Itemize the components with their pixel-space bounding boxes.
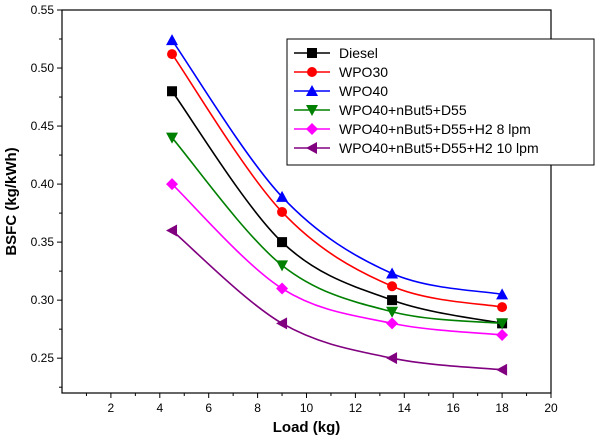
data-point <box>166 132 179 144</box>
series-line <box>171 53 503 308</box>
data-point <box>167 86 178 97</box>
legend-label: WPO40+nBut5+D55+H2 10 lpm <box>339 140 539 156</box>
x-tick-label: 16 <box>447 401 461 415</box>
data-point <box>496 328 509 341</box>
series-1 <box>167 49 508 313</box>
series-line <box>171 90 503 325</box>
legend-swatch-marker <box>307 67 317 77</box>
legend-item-3: WPO40+nBut5+D55 <box>294 102 467 118</box>
y-tick-label: 0.55 <box>31 3 55 17</box>
y-tick-label: 0.40 <box>31 177 55 191</box>
data-point <box>387 295 398 306</box>
series-3 <box>166 132 509 330</box>
data-point <box>276 260 289 272</box>
legend-label: WPO40+nBut5+D55 <box>339 102 467 118</box>
x-tick-label: 10 <box>300 401 314 415</box>
data-point <box>496 288 509 300</box>
x-axis-title: Load (kg) <box>273 419 341 436</box>
series-line <box>171 183 503 336</box>
legend-swatch-marker <box>307 48 317 58</box>
x-tick-label: 8 <box>254 401 261 415</box>
legend-item-2: WPO40 <box>294 83 388 99</box>
legend-item-5: WPO40+nBut5+D55+H2 10 lpm <box>294 140 539 156</box>
data-point <box>386 306 399 318</box>
data-point <box>386 267 399 279</box>
series-4 <box>166 178 509 341</box>
data-point <box>276 190 289 202</box>
series-5 <box>166 224 508 376</box>
x-tick-label: 2 <box>108 401 115 415</box>
legend-swatch-marker <box>306 142 317 154</box>
y-tick-label: 0.30 <box>31 293 55 307</box>
data-point <box>386 317 399 330</box>
legend-label: WPO40+nBut5+D55+H2 8 lpm <box>339 121 531 137</box>
x-tick-label: 4 <box>156 401 163 415</box>
legend-swatch-marker <box>306 123 318 135</box>
series-line <box>171 39 503 296</box>
data-point <box>167 49 178 60</box>
legend-swatch-marker <box>306 105 318 116</box>
legend-label: WPO40 <box>339 83 388 99</box>
x-tick-label: 12 <box>349 401 363 415</box>
x-tick-label: 6 <box>205 401 212 415</box>
axes: 2 4 6 8 10 12 14 16 18 20 0.25 0.30 0.35 0.40 0.45 0.50… <box>31 3 558 415</box>
series-2 <box>166 34 509 300</box>
y-tick-label: 0.50 <box>31 61 55 75</box>
legend-swatch-marker <box>306 85 318 96</box>
y-tick-label: 0.35 <box>31 235 55 249</box>
series-line <box>171 137 503 325</box>
x-tick-label: 18 <box>495 401 509 415</box>
y-axis-title: BSFC (kg/kWh) <box>3 147 20 255</box>
data-point <box>166 178 179 191</box>
y-tick-label: 0.25 <box>31 351 55 365</box>
data-point <box>496 318 509 330</box>
legend-item-1: WPO30 <box>294 64 388 80</box>
data-point <box>277 206 288 217</box>
data-point <box>276 282 289 295</box>
plot-area <box>166 34 509 376</box>
legend-label: Diesel <box>339 45 378 61</box>
data-point <box>166 224 178 237</box>
data-point <box>386 352 398 365</box>
legend-label: WPO30 <box>339 64 388 80</box>
data-point <box>276 317 288 330</box>
y-tick-label: 0.45 <box>31 119 55 133</box>
legend-item-4: WPO40+nBut5+D55+H2 8 lpm <box>294 121 531 137</box>
x-tick-label: 14 <box>398 401 412 415</box>
data-point <box>496 363 508 376</box>
data-point <box>277 237 288 248</box>
data-point <box>497 302 508 313</box>
series-line <box>171 229 503 371</box>
legend-box <box>286 38 595 166</box>
legend-item-0: Diesel <box>294 45 378 61</box>
data-point <box>387 281 398 292</box>
data-point <box>166 34 179 46</box>
legend: Diesel WPO30 WPO40 WPO40+nBut5+D55 WPO40+nBu… <box>286 38 595 166</box>
x-tick-label: 20 <box>544 401 558 415</box>
